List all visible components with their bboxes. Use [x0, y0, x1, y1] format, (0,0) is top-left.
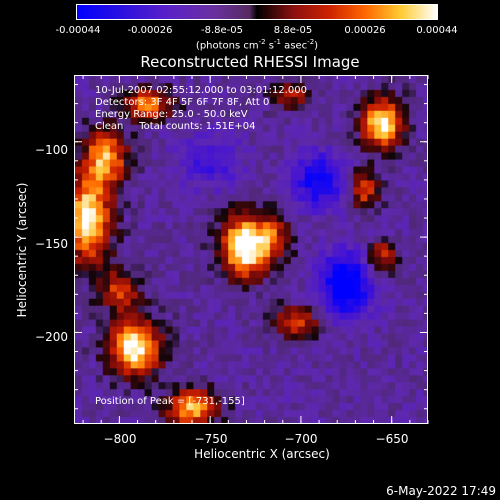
colorbar-tick: -8.8e-05 [201, 25, 243, 36]
unit-mid: asec [281, 40, 308, 52]
colorbar-unit-label: (photons cm-2 s-1 asec-2) [196, 38, 318, 51]
unit-prefix: (photons cm [195, 40, 259, 52]
unit-exp: -1 [274, 38, 282, 46]
colorbar-tick: -0.00044 [55, 25, 101, 36]
chart-title: Reconstructed RHESSI Image [140, 53, 360, 71]
heatmap-image [75, 76, 427, 423]
y-tick-label: −150 [35, 237, 68, 251]
colorbar [76, 4, 438, 20]
info-energy-range: Energy Range: 25.0 - 50.0 keV [95, 109, 248, 120]
x-tick-label: −650 [375, 432, 409, 446]
unit-mid: s [265, 40, 275, 52]
info-time-range: 10-Jul-2007 02:55:12.000 to 03:01:12.000 [95, 85, 307, 96]
x-axis-label: Heliocentric X (arcsec) [194, 447, 330, 461]
x-tick-label: −700 [284, 432, 318, 446]
y-axis-label: Heliocentric Y (arcsec) [15, 182, 29, 318]
unit-exp: -2 [307, 38, 315, 46]
x-tick-label: −800 [103, 432, 137, 446]
unit-exp: -2 [258, 38, 266, 46]
peak-position-label: Position of Peak = [-731,-155] [95, 396, 245, 407]
unit-suffix: ) [314, 40, 319, 52]
colorbar-tick: 0.00026 [344, 25, 386, 36]
plot-area: 10-Jul-2007 02:55:12.000 to 03:01:12.000… [74, 75, 428, 424]
colorbar-tick: -0.00026 [127, 25, 173, 36]
colorbar-tick: 0.00044 [416, 25, 458, 36]
info-detectors: Detectors: 3F 4F 5F 6F 7F 8F, Att 0 [95, 97, 270, 108]
y-tick-label: −200 [35, 330, 68, 344]
generation-timestamp: 6-May-2022 17:49 [386, 484, 496, 498]
info-clean-counts: Clean Total counts: 1.51E+04 [95, 121, 256, 132]
x-tick-label: −750 [194, 432, 228, 446]
colorbar-tick: 8.8e-05 [273, 25, 313, 36]
y-tick-label: −100 [35, 143, 68, 157]
